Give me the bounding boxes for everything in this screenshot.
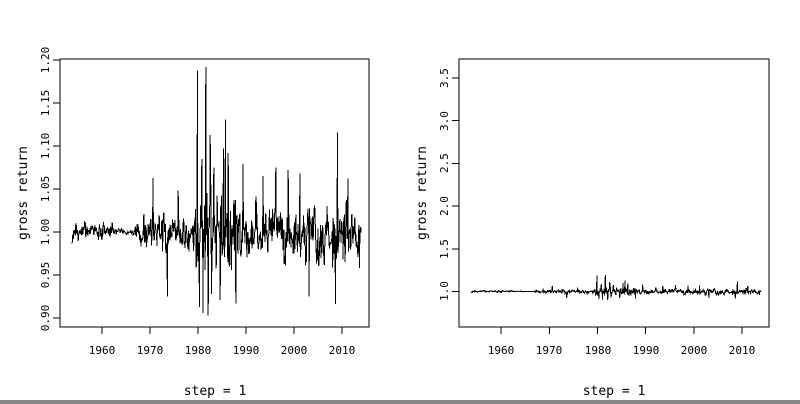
left-x-tick-label: 2000 xyxy=(281,344,308,357)
right-y-tick-label: 3.5 xyxy=(438,68,451,88)
left-y-tick-label: 0.95 xyxy=(39,262,52,289)
left-x-axis-ticks xyxy=(101,327,343,334)
right-x-tick-label: 1960 xyxy=(488,344,515,357)
right-y-axis-label: gross return xyxy=(415,146,430,240)
left-x-tick-label: 1960 xyxy=(89,344,116,357)
right-x-tick-label: 2010 xyxy=(729,344,756,357)
left-y-axis-label: gross return xyxy=(16,146,31,240)
left-y-tick-label: 1.15 xyxy=(39,90,52,117)
right-y-axis-ticks xyxy=(452,77,459,292)
left-plot: 0.90 0.95 1.00 1.05 1.10 1.15 1.20 1960 … xyxy=(16,47,370,399)
left-x-tick-label: 1990 xyxy=(233,344,260,357)
left-y-tick-label: 1.05 xyxy=(39,176,52,203)
right-series-line xyxy=(470,275,762,300)
left-plot-frame xyxy=(59,58,370,328)
left-series-line xyxy=(71,66,362,316)
right-x-tick-label: 1980 xyxy=(585,344,612,357)
left-x-tick-label: 1970 xyxy=(137,344,164,357)
left-y-tick-label: 1.20 xyxy=(39,47,52,74)
right-y-tick-label: 3.0 xyxy=(438,111,451,131)
left-y-tick-label: 0.90 xyxy=(39,305,52,332)
right-x-tick-label: 1990 xyxy=(633,344,660,357)
left-x-tick-label: 1980 xyxy=(185,344,212,357)
right-caption: step = 1 xyxy=(583,384,646,399)
right-y-tick-label: 1.5 xyxy=(438,239,451,259)
right-x-axis-ticks xyxy=(500,327,743,334)
right-y-tick-label: 2.0 xyxy=(438,196,451,216)
left-caption: step = 1 xyxy=(184,384,247,399)
left-y-axis-ticks xyxy=(53,59,60,319)
left-y-tick-label: 1.00 xyxy=(39,219,52,246)
right-plot-frame xyxy=(458,58,770,328)
left-y-tick-label: 1.10 xyxy=(39,133,52,160)
right-x-tick-label: 1970 xyxy=(536,344,563,357)
left-x-tick-label: 2010 xyxy=(329,344,356,357)
right-x-tick-label: 2000 xyxy=(681,344,708,357)
right-y-tick-label: 2.5 xyxy=(438,153,451,173)
right-y-tick-label: 1.0 xyxy=(438,281,451,301)
right-plot: 1.0 1.5 2.0 2.5 3.0 3.5 1960 1970 1980 1… xyxy=(415,58,770,399)
